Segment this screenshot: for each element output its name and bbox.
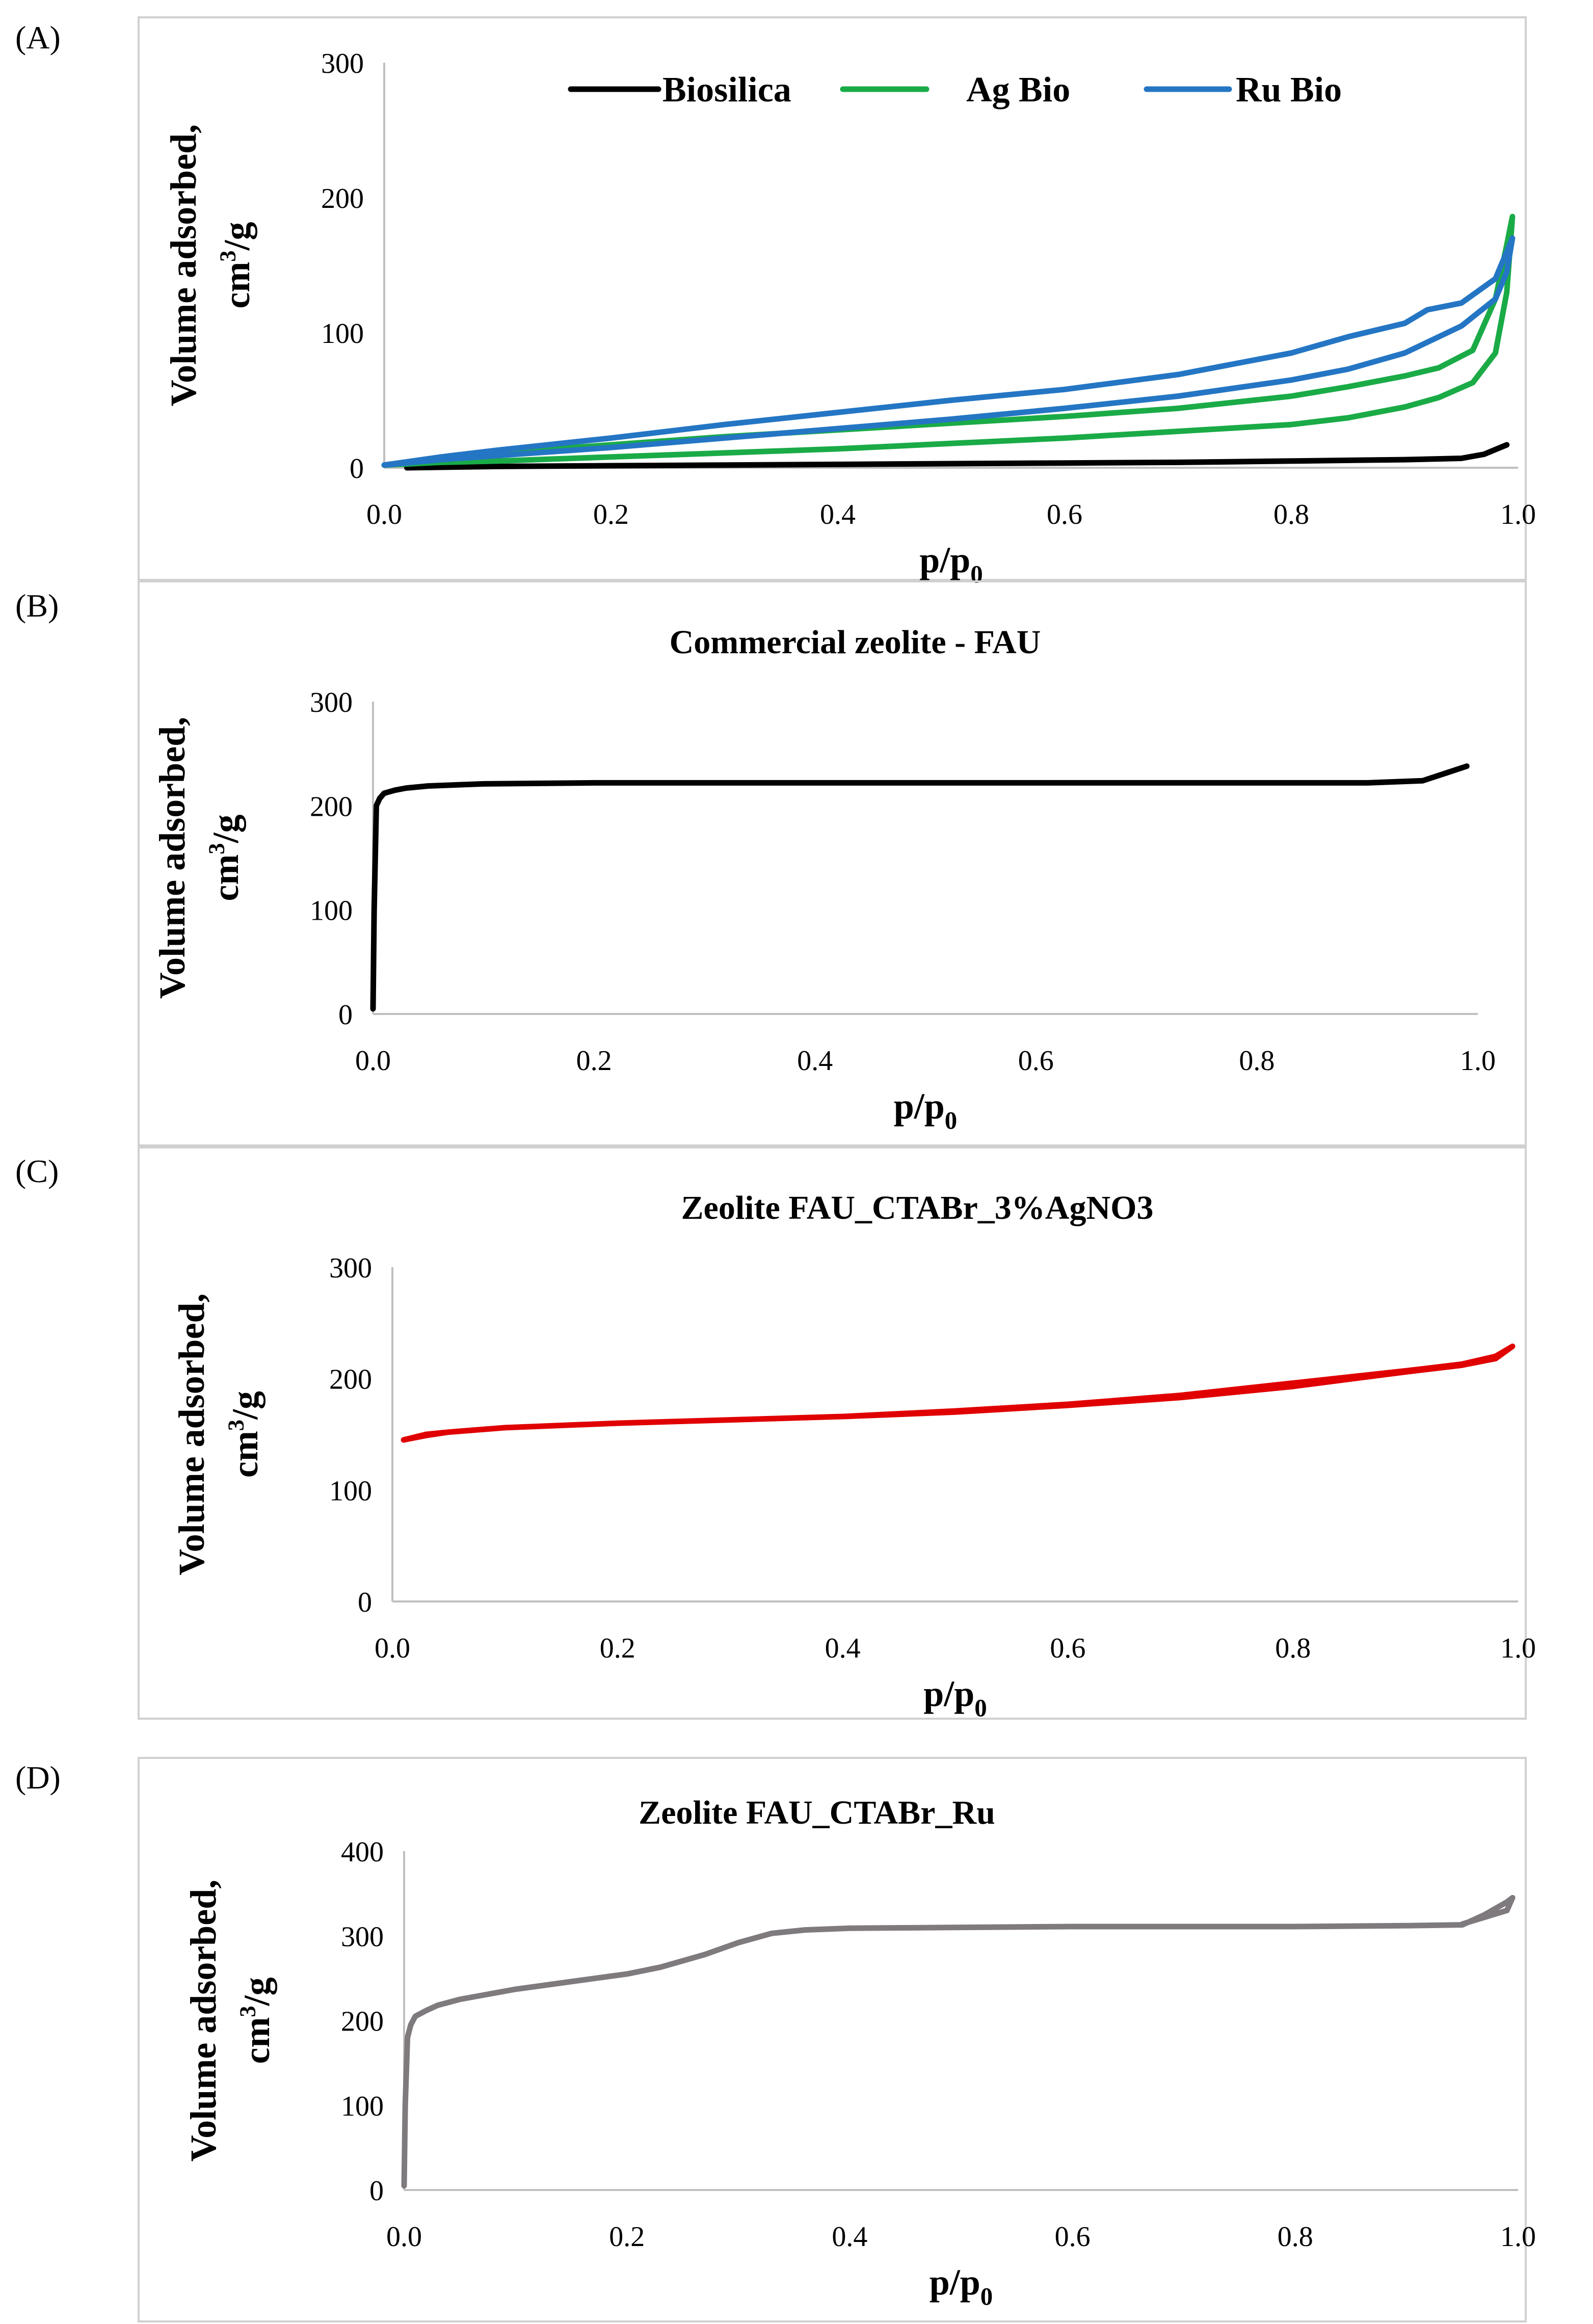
y-tick-label: 300 — [341, 1921, 384, 1953]
y-axis-label: Volume adsorbed, — [152, 717, 193, 999]
panel-label: (B) — [15, 587, 59, 624]
y-axis-label: Volume adsorbed, — [183, 1880, 224, 2161]
y-tick-label: 200 — [321, 183, 364, 215]
panel-label: (C) — [15, 1153, 59, 1189]
x-axis-label: p/p0 — [930, 2262, 993, 2310]
panel-frame — [138, 16, 1527, 581]
y-tick-label: 200 — [329, 1364, 372, 1396]
x-tick-label: 0.0 — [386, 2221, 422, 2253]
y-axis-label-group: Volume adsorbed, — [152, 717, 193, 999]
y-axis-label-group: Volume adsorbed, — [183, 1880, 224, 2161]
series-line-zeolite-fau-ctabr-3-agno3 — [401, 1343, 1516, 1443]
x-tick-label: 1.0 — [1500, 1633, 1536, 1664]
x-axis-label: p/p0 — [923, 1673, 987, 1722]
y-tick-label: 200 — [341, 2006, 384, 2038]
series-line-biosilica — [404, 442, 1510, 471]
x-tick-label: 0.2 — [576, 1045, 612, 1077]
y-tick-label: 100 — [321, 318, 364, 350]
panel-frame — [138, 1146, 1527, 1720]
x-tick-label: 0.0 — [366, 499, 402, 530]
y-axis-label-group: Volume adsorbed, — [163, 124, 204, 406]
x-tick-label: 0.2 — [600, 1633, 635, 1664]
y-tick-label: 300 — [329, 1252, 372, 1284]
panel-label: (D) — [15, 1759, 61, 1796]
y-tick-label: 0 — [358, 1587, 372, 1618]
y-axis-label: Volume adsorbed, — [163, 124, 204, 406]
y-axis-label-unit: cm3/g — [235, 1977, 277, 2064]
series-line-ru-bio — [381, 235, 1516, 468]
x-tick-label: 0.0 — [375, 1633, 410, 1664]
y-tick-label: 400 — [341, 1836, 384, 1868]
y-tick-label: 100 — [329, 1475, 372, 1507]
x-tick-label: 0.8 — [1239, 1045, 1275, 1077]
y-tick-label: 200 — [310, 791, 353, 822]
chart-panel-b: (B) Commercial zeolite - FAU 0 100 200 300 0.0… — [15, 580, 1527, 1146]
chart-panel-c: (C) Zeolite FAU_CTABr_3%AgNO3 0 100 200 300 0.… — [15, 1146, 1536, 1722]
y-tick-label: 100 — [310, 895, 353, 927]
x-tick-label: 0.8 — [1273, 499, 1309, 530]
chart-title: Zeolite FAU_CTABr_3%AgNO3 — [681, 1189, 1154, 1226]
x-tick-label: 0.6 — [1018, 1045, 1054, 1077]
x-tick-label: 1.0 — [1500, 2221, 1536, 2253]
x-tick-label: 0.0 — [355, 1045, 391, 1077]
x-tick-label: 0.2 — [593, 499, 629, 530]
x-tick-label: 0.4 — [832, 2221, 867, 2253]
y-axis-unit-group: cm3/g — [204, 814, 246, 901]
legend-label: Biosilica — [662, 70, 791, 110]
panel-frame — [138, 580, 1527, 1146]
chart-panel-d: (D) Zeolite FAU_CTABr_Ru 0 100 200 300 400 0.0 0… — [15, 1757, 1536, 2322]
chart-title: Commercial zeolite - FAU — [670, 624, 1041, 661]
y-axis-label: Volume adsorbed, — [171, 1293, 212, 1575]
x-tick-label: 0.4 — [797, 1045, 833, 1077]
y-tick-label: 300 — [321, 48, 364, 79]
x-tick-label: 0.6 — [1050, 1633, 1085, 1664]
y-axis-unit-group: cm3/g — [215, 222, 257, 308]
y-tick-label: 300 — [310, 687, 353, 718]
panel-label: (A) — [15, 19, 61, 56]
x-tick-label: 0.6 — [1055, 2221, 1091, 2253]
x-tick-label: 0.6 — [1047, 499, 1082, 530]
y-axis-label-unit: cm3/g — [215, 222, 257, 308]
y-axis-unit-group: cm3/g — [223, 1391, 266, 1478]
y-tick-label: 0 — [338, 999, 353, 1031]
x-axis-label: p/p0 — [894, 1086, 958, 1134]
panel-frame — [138, 1757, 1527, 2322]
x-tick-label: 1.0 — [1500, 499, 1536, 530]
y-axis-label-group: Volume adsorbed, — [171, 1293, 212, 1575]
series-line-zeolite-fau-ctabr-ru — [401, 1894, 1516, 2189]
x-tick-label: 0.4 — [825, 1633, 861, 1664]
y-tick-label: 100 — [341, 2091, 384, 2122]
y-tick-label: 0 — [350, 453, 364, 485]
x-tick-label: 0.4 — [820, 499, 856, 530]
y-axis-label-unit: cm3/g — [223, 1391, 266, 1478]
chart-title: Zeolite FAU_CTABr_Ru — [639, 1794, 995, 1831]
x-tick-label: 0.2 — [609, 2221, 645, 2253]
series-line-commercial-zeolite-fau — [370, 763, 1470, 1012]
x-tick-label: 0.8 — [1278, 2221, 1313, 2253]
x-tick-label: 0.8 — [1275, 1633, 1311, 1664]
legend-label: Ag Bio — [966, 70, 1070, 110]
y-axis-label-unit: cm3/g — [204, 814, 246, 901]
x-tick-label: 1.0 — [1460, 1045, 1496, 1077]
legend-label: Ru Bio — [1236, 70, 1342, 110]
y-tick-label: 0 — [369, 2175, 384, 2207]
y-axis-unit-group: cm3/g — [235, 1977, 277, 2064]
